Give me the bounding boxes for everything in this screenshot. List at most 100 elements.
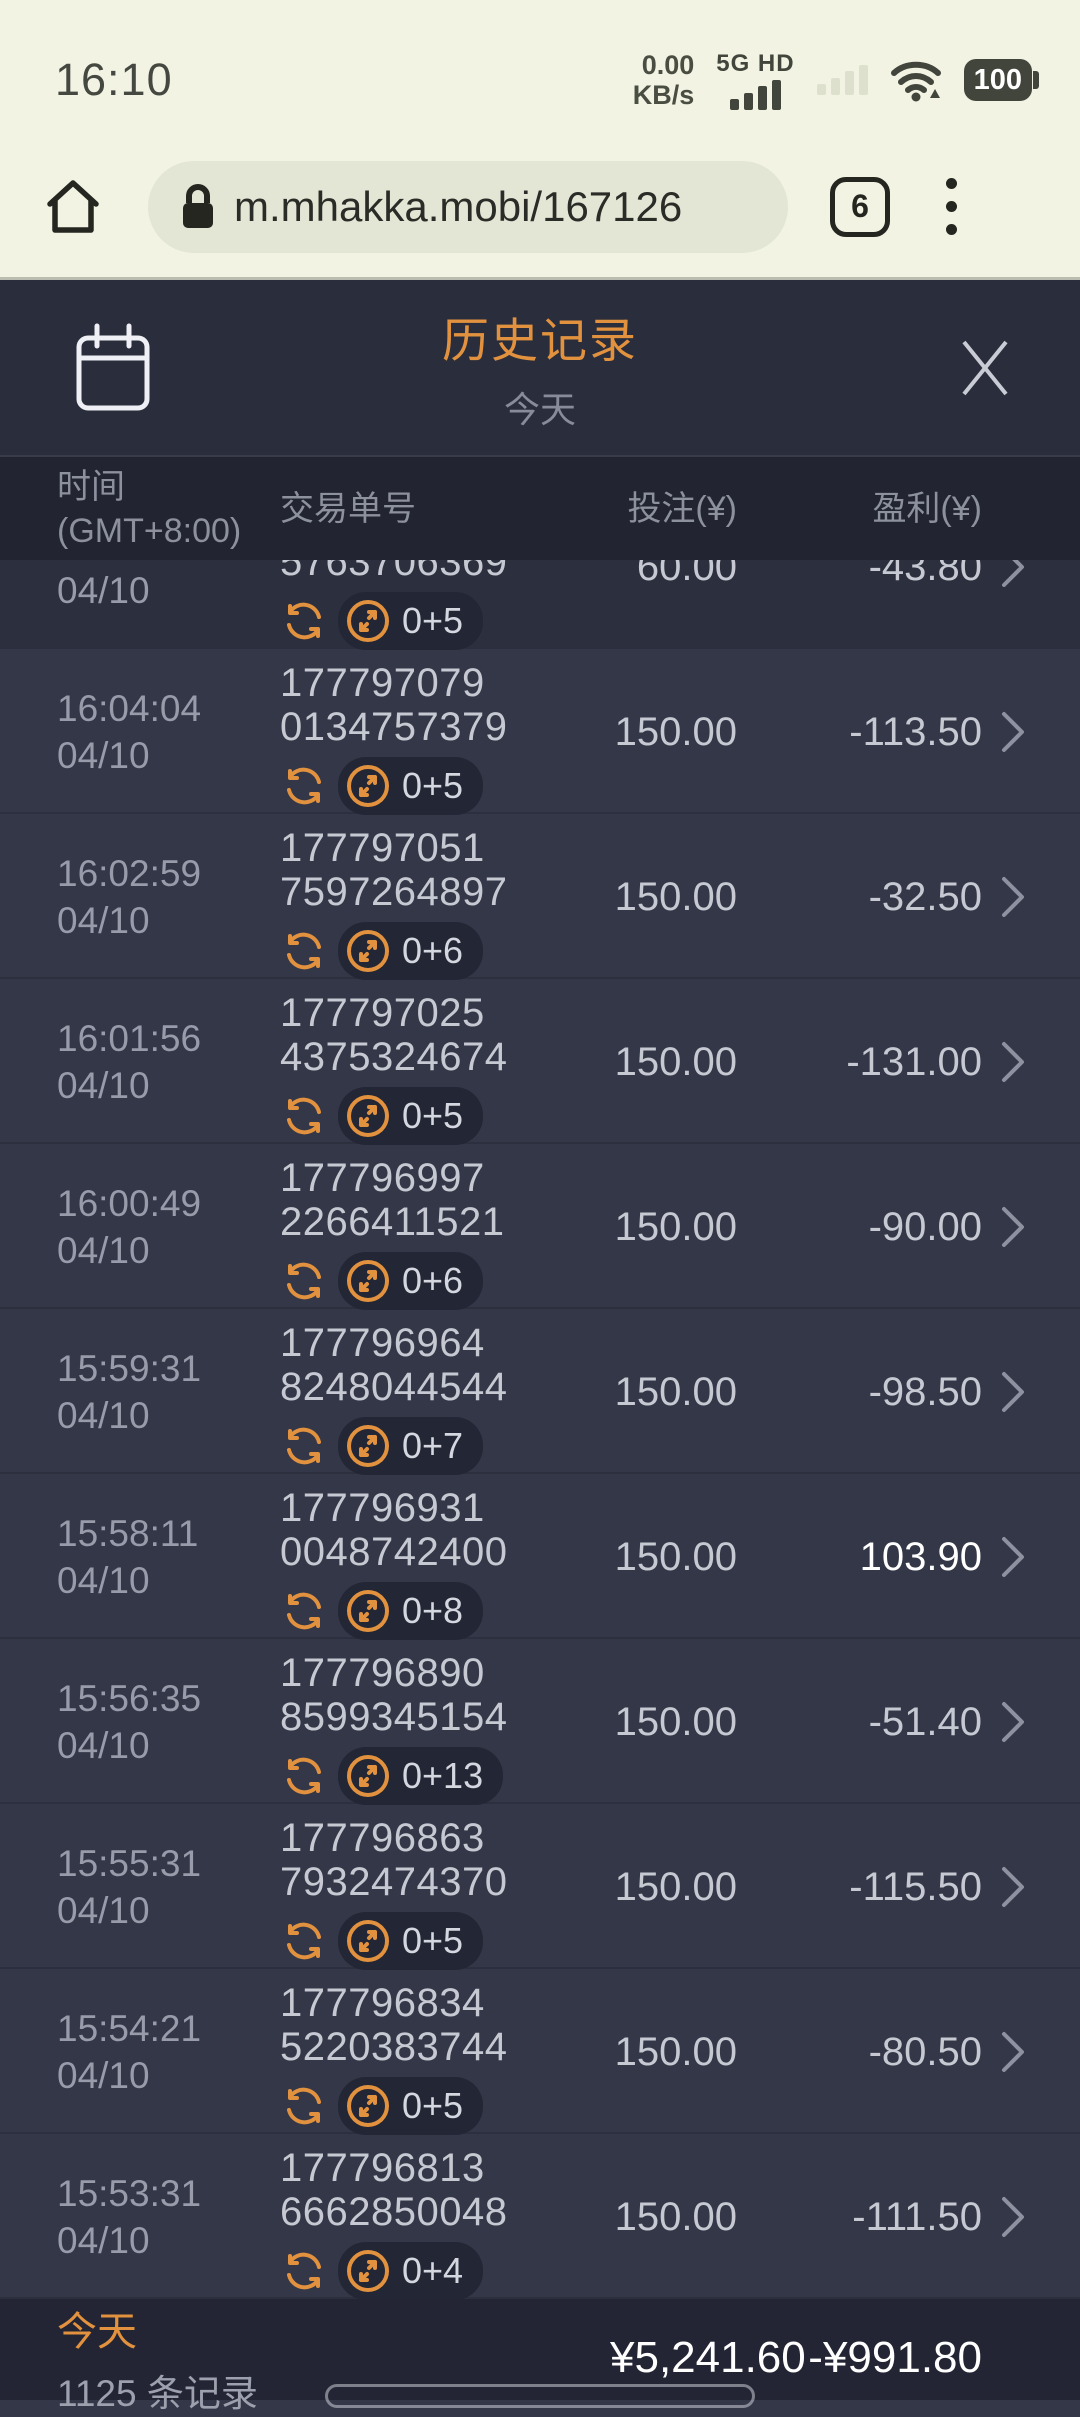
row-time: 15:56:35 04/10 (57, 1678, 202, 1766)
row-chevron (982, 1700, 1044, 1744)
table-row[interactable]: 16:04:04 04/10 177797079 0134757379 (0, 649, 1080, 815)
order-number-line2: 4375324674 (280, 1035, 508, 1079)
badge-label: 0+6 (402, 1260, 464, 1301)
row-chevron (982, 1535, 1044, 1579)
order-number-line1: 177796964 (280, 1321, 485, 1365)
row-order: 177796890 8599345154 (280, 1639, 610, 1805)
total-profit-amount: -¥991.80 (808, 2333, 982, 2382)
row-order: 177797051 7597264897 (280, 814, 610, 980)
badge-label: 0+4 (402, 2250, 464, 2291)
tab-switcher-button[interactable]: 6 (830, 176, 890, 237)
transfer-icon (344, 1257, 392, 1305)
row-chevron (982, 1370, 1044, 1414)
profit-amount: -113.50 (849, 709, 982, 754)
row-chevron (982, 1205, 1044, 1249)
profit-amount: -98.50 (868, 1369, 982, 1414)
lock-icon (180, 183, 216, 230)
badge-label: 0+13 (402, 1755, 484, 1796)
calendar-button[interactable] (72, 322, 154, 414)
row-order: 177796964 8248044544 (280, 1309, 610, 1475)
address-bar[interactable]: m.mhakka.mobi/167126 (148, 160, 788, 253)
order-tags: 0+4 (280, 2242, 610, 2300)
row-time: 16:04:04 04/10 (57, 688, 202, 776)
page-title: 历史记录 (442, 314, 638, 367)
profit-amount: -32.50 (868, 874, 982, 919)
order-number-line2: 7932474370 (280, 1860, 508, 1904)
refresh-icon (280, 1587, 328, 1635)
home-button[interactable] (42, 176, 104, 238)
profit-amount: -131.00 (846, 1039, 982, 1084)
refresh-icon (280, 2247, 328, 2295)
refresh-icon (280, 597, 328, 645)
row-chevron (982, 1040, 1044, 1084)
row-chevron (982, 875, 1044, 919)
row-order: 177796813 6662850048 (280, 2134, 610, 2300)
row-time: 15:55:31 04/10 (57, 1843, 202, 1931)
order-number-line1: 177797025 (280, 991, 485, 1035)
total-bet-amount: ¥5,241.60 (610, 2333, 806, 2382)
table-row[interactable]: 15:54:21 04/10 177796834 5220383744 (0, 1969, 1080, 2135)
row-chevron (982, 2195, 1044, 2239)
order-tags: 0+7 (280, 1417, 610, 1475)
table-row[interactable]: 15:59:31 04/10 177796964 8248044544 (0, 1309, 1080, 1475)
table-row[interactable]: 15:56:35 04/10 177796890 8599345154 (0, 1639, 1080, 1805)
order-number-line2: 7597264897 (280, 870, 508, 914)
bet-amount: 150.00 (614, 1204, 737, 1249)
close-button[interactable] (956, 336, 1014, 400)
page-subtitle: 今天 (503, 389, 576, 430)
row-order: 177797079 0134757379 (280, 649, 610, 815)
table-row[interactable]: 16:01:56 04/10 177797025 4375324674 (0, 979, 1080, 1145)
browser-menu-button[interactable] (946, 178, 957, 235)
order-number-line1: 177796813 (280, 2146, 485, 2190)
table-row[interactable]: 16:02:59 04/10 177797051 7597264897 (0, 814, 1080, 980)
badge-label: 0+7 (402, 1425, 464, 1466)
count-badge: 0+6 (338, 1252, 484, 1310)
row-chevron (982, 1865, 1044, 1909)
chevron-right-icon (1002, 1702, 1024, 1742)
table-row[interactable]: 16:00:49 04/10 177796997 2266411521 (0, 1144, 1080, 1310)
refresh-icon (280, 1752, 328, 1800)
order-number-line1: 177796890 (280, 1651, 485, 1695)
row-time: 16:00:49 04/10 (57, 1183, 202, 1271)
bet-amount: 150.00 (614, 1699, 737, 1744)
bet-amount: 150.00 (614, 2194, 737, 2239)
wifi-icon (890, 58, 942, 102)
home-icon (47, 179, 99, 233)
table-row[interactable]: 15:58:11 04/10 177796931 0048742400 (0, 1474, 1080, 1640)
battery-icon: 100 (963, 59, 1040, 101)
column-header-bet: 投注(¥) (627, 489, 737, 528)
order-tags: 0+5 (280, 1912, 610, 1970)
history-page: 历史记录 今天 时间 (GMT+8:00) 交易单号 投注(¥) 盈利(¥) 1 (0, 280, 1080, 2414)
bottom-scroll-indicator[interactable] (325, 2384, 755, 2408)
row-chevron (982, 710, 1044, 754)
row-time: 16:02:59 04/10 (57, 853, 202, 941)
count-badge: 0+5 (338, 2077, 484, 2135)
bet-amount: 150.00 (614, 2029, 737, 2074)
refresh-icon (280, 2082, 328, 2130)
table-row[interactable]: 15:55:31 04/10 177796863 7932474370 (0, 1804, 1080, 1970)
count-badge: 0+7 (338, 1417, 484, 1475)
count-badge: 0+4 (338, 2242, 484, 2300)
transfer-icon (344, 1752, 392, 1800)
profit-amount: -111.50 (852, 2194, 982, 2239)
chevron-right-icon (1002, 1207, 1024, 1247)
clock: 16:10 (55, 54, 173, 105)
order-tags: 0+5 (280, 2077, 610, 2135)
order-number-line2: 6662850048 (280, 2190, 508, 2234)
column-header-order: 交易单号 (280, 489, 416, 528)
row-time: 15:54:21 04/10 (57, 2008, 202, 2096)
row-order: 177796931 0048742400 (280, 1474, 610, 1640)
refresh-icon (280, 927, 328, 975)
order-number-line1: 177796834 (280, 1981, 485, 2025)
transfer-icon (344, 2082, 392, 2130)
profit-amount: 103.90 (859, 1534, 982, 1579)
order-tags: 0+6 (280, 1252, 610, 1310)
column-header-time: 时间 (GMT+8:00) (57, 467, 242, 550)
order-number-line2: 0134757379 (280, 705, 508, 749)
transfer-icon (344, 1587, 392, 1635)
table-row[interactable]: 15:53:31 04/10 177796813 6662850048 (0, 2134, 1080, 2300)
refresh-icon (280, 1917, 328, 1965)
profit-amount: -51.40 (868, 1699, 982, 1744)
chevron-right-icon (1002, 877, 1024, 917)
network-speed-unit: KB/s (632, 80, 695, 110)
